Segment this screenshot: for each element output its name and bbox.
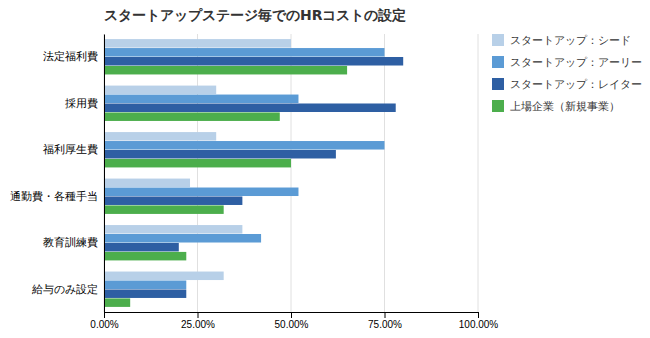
y-tick-label: 通勤費・各種手当 — [10, 190, 98, 202]
y-tick: 通勤費・各種手当 — [10, 190, 104, 202]
x-tick-label: 0.00% — [90, 319, 118, 330]
bar — [104, 298, 130, 307]
x-tick: 0.00% — [90, 312, 118, 330]
series — [104, 39, 291, 280]
legend-label: 上場企業（新規事業） — [510, 100, 620, 113]
bar — [104, 179, 190, 188]
legend-swatch — [492, 78, 504, 90]
bars — [104, 39, 403, 307]
y-tick-label: 教育訓練費 — [43, 236, 98, 248]
legend-label: スタートアップ：アーリー — [510, 56, 642, 69]
bar — [104, 48, 385, 57]
x-tick-label: 100.00% — [459, 319, 499, 330]
bar — [104, 86, 216, 95]
y-axis-line — [104, 35, 105, 313]
legend-label: スタートアップ：シード — [510, 34, 631, 47]
bar — [104, 272, 224, 281]
x-tick-label: 25.00% — [181, 319, 215, 330]
x-tick-mark — [291, 312, 292, 318]
bar — [104, 112, 280, 121]
bar — [104, 39, 291, 48]
x-axis-line — [105, 313, 479, 319]
grid-line — [197, 34, 198, 312]
legend-item: 上場企業（新規事業） — [492, 100, 620, 113]
y-tick: 採用費 — [65, 97, 104, 109]
legend-item: スタートアップ：レイター — [492, 78, 642, 91]
y-tick-label: 給与のみ設定 — [31, 283, 98, 295]
series — [104, 66, 347, 307]
y-tick: 福利厚生費 — [43, 143, 104, 155]
grid-line — [291, 34, 292, 312]
y-tick: 法定福利費 — [43, 50, 104, 62]
bar — [104, 66, 347, 75]
bar — [104, 196, 242, 205]
legend-item: スタートアップ：シード — [492, 34, 631, 47]
x-tick: 75.00% — [368, 312, 402, 330]
legend: スタートアップ：シードスタートアップ：アーリースタートアップ：レイター上場企業（… — [492, 34, 642, 113]
bar — [104, 225, 242, 234]
legend-item: スタートアップ：アーリー — [492, 56, 642, 69]
legend-swatch — [492, 56, 504, 68]
bar — [104, 132, 216, 141]
bar — [104, 141, 385, 150]
bar — [104, 159, 291, 168]
bar — [104, 234, 261, 243]
y-tick-label: 福利厚生費 — [43, 143, 98, 155]
x-tick-label: 75.00% — [368, 319, 402, 330]
bar — [104, 188, 298, 197]
legend-swatch — [492, 34, 504, 46]
bar — [104, 95, 298, 104]
y-axis: 法定福利費採用費福利厚生費通勤費・各種手当教育訓練費給与のみ設定 — [10, 35, 105, 313]
bar — [104, 103, 396, 112]
y-tick: 給与のみ設定 — [31, 283, 104, 295]
chart: スタートアップステージ毎でのHRコストの設定 0.00% 25.00% 50.00% 7… — [0, 0, 650, 338]
x-tick-label: 50.00% — [275, 319, 309, 330]
bar — [104, 205, 224, 214]
title: スタートアップステージ毎でのHRコストの設定 — [104, 7, 407, 23]
bar — [104, 150, 336, 159]
series — [104, 57, 403, 298]
plot: 0.00% 25.00% 50.00% 75.00% 100.00% 法定福利費採用費福利… — [10, 34, 642, 330]
bar — [104, 252, 186, 261]
legend-swatch — [492, 100, 504, 112]
x-tick-mark — [104, 312, 105, 318]
series — [104, 48, 385, 289]
y-tick: 教育訓練費 — [43, 236, 104, 248]
x-tick: 100.00% — [459, 312, 499, 330]
grid-line — [478, 34, 479, 312]
legend-label: スタートアップ：レイター — [510, 78, 642, 91]
grid — [104, 34, 478, 312]
y-tick-label: 採用費 — [65, 97, 98, 109]
x-tick: 50.00% — [275, 312, 309, 330]
x-tick: 25.00% — [181, 312, 215, 330]
x-tick-mark — [385, 312, 386, 318]
bar — [104, 289, 186, 298]
bar — [104, 280, 186, 289]
x-tick-mark — [478, 312, 479, 318]
grid-line — [104, 34, 105, 312]
y-tick-label: 法定福利費 — [43, 50, 98, 62]
x-tick-mark — [198, 312, 199, 318]
grid-line — [384, 34, 385, 312]
bar — [104, 243, 179, 252]
bar — [104, 57, 403, 66]
x-axis: 0.00% 25.00% 50.00% 75.00% 100.00% — [90, 312, 498, 330]
